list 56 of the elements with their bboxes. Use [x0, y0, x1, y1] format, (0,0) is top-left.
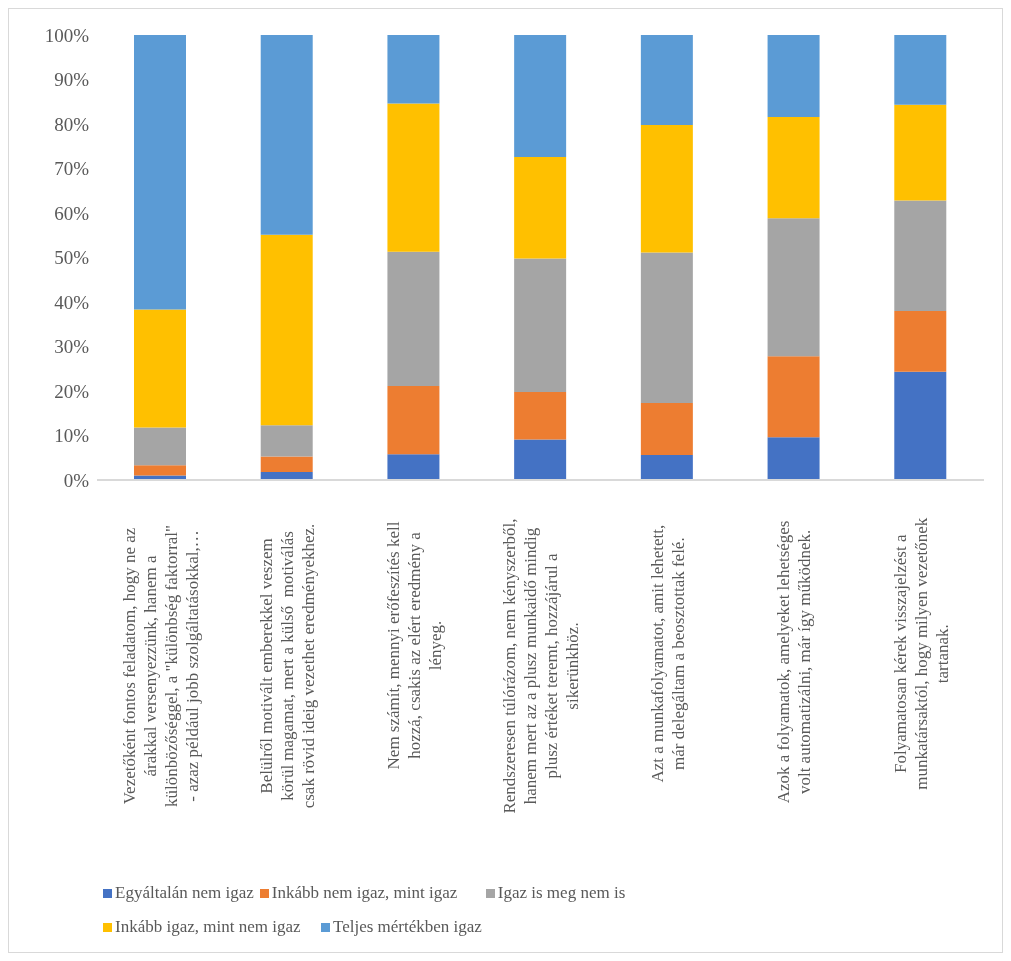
bar [767, 437, 820, 480]
y-tick-label: 80% [54, 113, 90, 135]
y-tick-label: 60% [54, 202, 90, 224]
y-tick-label: 90% [54, 69, 90, 91]
bar [514, 35, 567, 157]
x-tick-label: Vezetőként fontos feladatom, hogy ne az árakkal versenyezzünk, hanem a különbözőséggel, a "különbség faktorral" - azaz például jobb szolgáltatásokkal,… [119, 524, 202, 808]
legend-label: Egyáltalán nem igaz [115, 883, 254, 903]
bar [134, 35, 186, 310]
bar [134, 309, 186, 428]
bar [387, 35, 440, 104]
bar [894, 35, 947, 105]
bar [387, 386, 440, 455]
y-tick-label: 50% [54, 247, 90, 269]
x-tick-label: Rendszeresen túlórázom, nem kényszerből, hanem mert az a plusz munkaidő mindig plusz értéket teremt, hozzájárul a sikerünkhöz. [500, 518, 582, 814]
y-tick-label: 0% [63, 469, 90, 491]
bar [387, 103, 440, 252]
bar [387, 251, 440, 387]
bar [387, 454, 440, 480]
y-tick-label: 20% [54, 380, 90, 402]
x-tick-label: Azok a folyamatok, amelyeket lehetséges volt automatizálni, már így működnek. [774, 520, 815, 804]
bar [514, 156, 567, 259]
bar [134, 465, 186, 476]
x-tick-label: Belülről motivált emberekkel veszem körül magamat, mert a külső motiválás csak rövid ideig vezethet eredményekhez. [257, 523, 319, 809]
bar [514, 258, 567, 392]
bar [894, 310, 947, 372]
bar [640, 455, 693, 480]
bar [260, 425, 313, 457]
legend-label: Teljes mértékben igaz [333, 917, 482, 937]
bar [767, 116, 820, 219]
bar [894, 200, 947, 311]
y-tick-label: 70% [54, 158, 90, 180]
bar [640, 252, 693, 404]
legend-label: Inkább nem igaz, mint igaz [271, 883, 458, 903]
x-tick-label: Folyamatosan kérek visszajelzést a munkatársaktól, hogy milyen vezetőnek tartanak. [890, 517, 952, 790]
bar [260, 35, 313, 235]
y-tick-label: 100% [44, 24, 90, 46]
bar [514, 439, 567, 480]
bar [134, 427, 186, 466]
bar [894, 371, 947, 480]
bar [260, 234, 313, 426]
bar [640, 35, 693, 125]
x-tick-label: Nem számít, mennyi erőfeszítés kell hozzá, csakis az elért eredmény a lényeg. [383, 521, 445, 770]
legend-label: Inkább igaz, mint nem igaz [115, 917, 301, 937]
bar [767, 218, 820, 357]
bar [640, 403, 693, 456]
bar [767, 356, 820, 438]
bar [514, 391, 567, 440]
y-tick-label: 30% [54, 336, 90, 358]
bar [767, 35, 820, 117]
bar [640, 124, 693, 253]
y-tick-label: 40% [54, 291, 90, 313]
x-tick-label: Azt a munkafolyamatot, amit lehetett, már delegáltam a beosztottak felé. [647, 524, 688, 783]
bar [894, 104, 947, 201]
legend-label: Igaz is meg nem is [497, 883, 626, 903]
y-tick-label: 10% [54, 425, 90, 447]
bar [260, 456, 313, 472]
